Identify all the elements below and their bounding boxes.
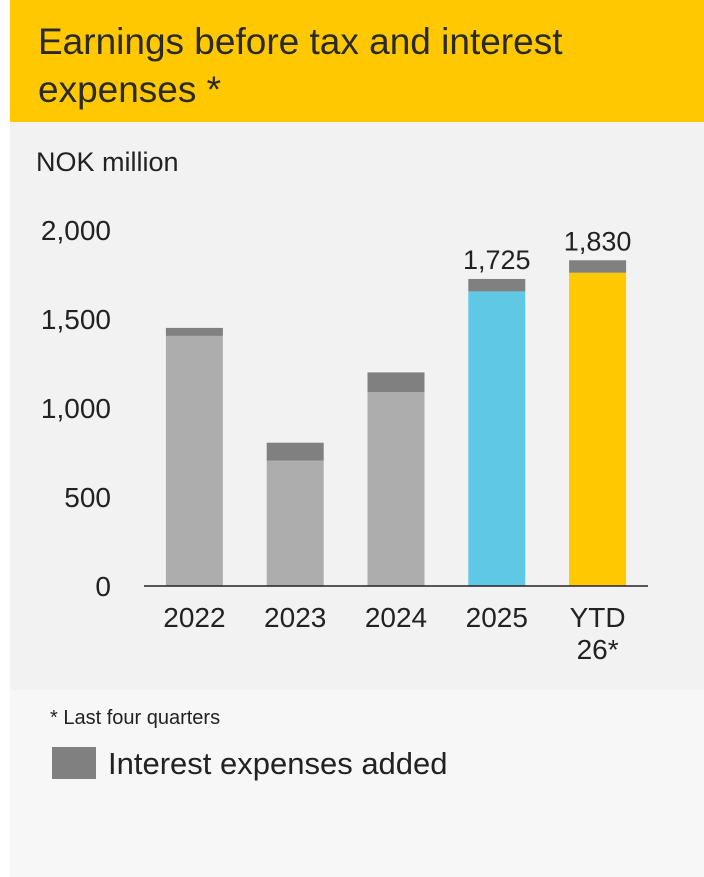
unit-label: NOK million	[36, 147, 179, 177]
bar-total-label: 1,725	[463, 245, 531, 275]
x-tick-label: YTD	[570, 602, 626, 633]
x-tick-label: 2024	[365, 602, 427, 633]
title-bar	[10, 0, 704, 122]
y-tick-label: 1,500	[41, 304, 111, 335]
bar-base	[569, 272, 627, 586]
chart-title: Earnings before tax and interest expense…	[38, 21, 563, 110]
y-tick-label: 500	[64, 482, 111, 513]
bar-interest	[468, 278, 526, 292]
bar-interest	[367, 372, 425, 392]
bar-base	[266, 460, 324, 586]
bar-chart: 0 500 1,000 1,500 2,000 2022 2023 2024 1,725 2025…	[41, 215, 648, 665]
x-tick-label: 26*	[577, 634, 619, 665]
bar-base	[468, 291, 526, 586]
bar-interest	[266, 442, 324, 461]
legend-label: Interest expenses added	[108, 746, 448, 781]
bar-base	[165, 335, 223, 586]
bar-total-label: 1,830	[564, 226, 632, 256]
x-tick-label: 2022	[163, 602, 225, 633]
legend-swatch	[52, 747, 96, 779]
bar-base	[367, 391, 425, 586]
y-tick-label: 0	[95, 571, 111, 602]
bar-interest	[569, 260, 627, 273]
y-tick-label: 1,000	[41, 393, 111, 424]
x-tick-label: 2023	[264, 602, 326, 633]
bar-interest	[165, 327, 223, 336]
footnote: * Last four quarters	[50, 707, 221, 729]
x-tick-label: 2025	[466, 602, 528, 633]
y-tick-label: 2,000	[41, 215, 111, 246]
footer-panel	[10, 690, 704, 877]
